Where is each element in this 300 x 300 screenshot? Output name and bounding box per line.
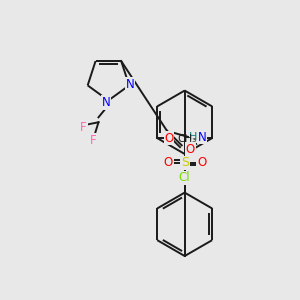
- Text: S: S: [181, 156, 189, 170]
- Text: H: H: [189, 132, 197, 142]
- Text: N: N: [126, 78, 134, 91]
- Text: Cl: Cl: [179, 171, 190, 184]
- Text: N: N: [102, 96, 111, 109]
- Text: O: O: [186, 142, 195, 155]
- Text: O: O: [164, 132, 174, 145]
- Text: CH₃: CH₃: [177, 134, 196, 144]
- Text: F: F: [90, 134, 97, 147]
- Text: O: O: [163, 156, 172, 170]
- Text: N: N: [198, 130, 207, 144]
- Text: F: F: [80, 121, 87, 134]
- Text: O: O: [197, 156, 206, 170]
